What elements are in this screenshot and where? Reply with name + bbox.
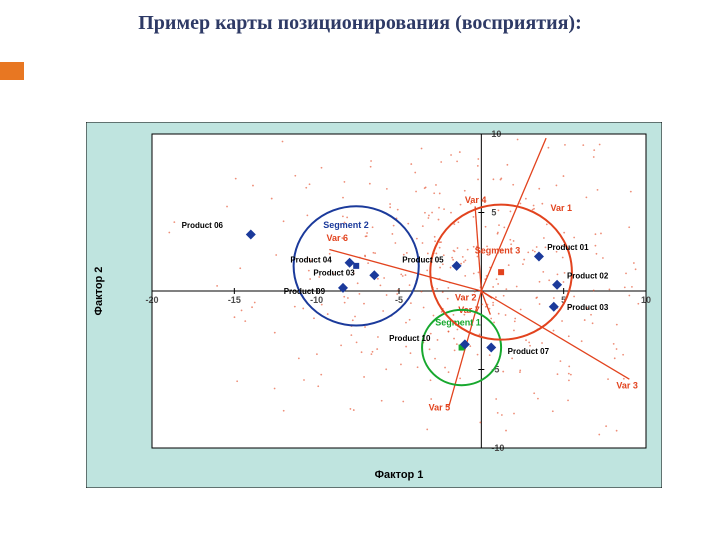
svg-text:Var 2: Var 2 <box>455 292 477 302</box>
page-title: Пример карты позиционирования (восприяти… <box>0 12 720 35</box>
svg-text:Var 4: Var 4 <box>465 195 487 205</box>
svg-text:Product 06: Product 06 <box>182 221 224 230</box>
svg-text:Var 3: Var 3 <box>616 380 638 390</box>
side-accent <box>0 62 24 80</box>
svg-text:Segment 3: Segment 3 <box>475 245 521 255</box>
svg-text:Product 05: Product 05 <box>402 256 444 265</box>
svg-text:5: 5 <box>491 208 496 218</box>
svg-text:Фактор 1: Фактор 1 <box>375 469 424 481</box>
svg-text:-10: -10 <box>310 295 323 305</box>
svg-text:Var 6: Var 6 <box>327 233 349 243</box>
svg-text:Product 07: Product 07 <box>508 347 550 356</box>
svg-text:Product 04: Product 04 <box>290 256 332 265</box>
svg-text:-15: -15 <box>228 295 241 305</box>
svg-text:Product 10: Product 10 <box>389 334 431 343</box>
svg-text:Product 09: Product 09 <box>284 287 326 296</box>
svg-text:Product 03: Product 03 <box>567 303 609 312</box>
svg-text:Var 5: Var 5 <box>429 402 451 412</box>
svg-text:Product 01: Product 01 <box>547 243 589 252</box>
svg-text:Var 1: Var 1 <box>550 203 572 213</box>
svg-text:Product 02: Product 02 <box>567 271 609 280</box>
positioning-chart: -20-15-10-5510-10-5510Var 1Var 2Var 3Var… <box>86 122 662 488</box>
svg-text:-5: -5 <box>395 295 403 305</box>
svg-text:Product 03: Product 03 <box>313 268 355 277</box>
svg-text:Segment 2: Segment 2 <box>323 220 369 230</box>
svg-text:Фактор 2: Фактор 2 <box>93 267 105 316</box>
